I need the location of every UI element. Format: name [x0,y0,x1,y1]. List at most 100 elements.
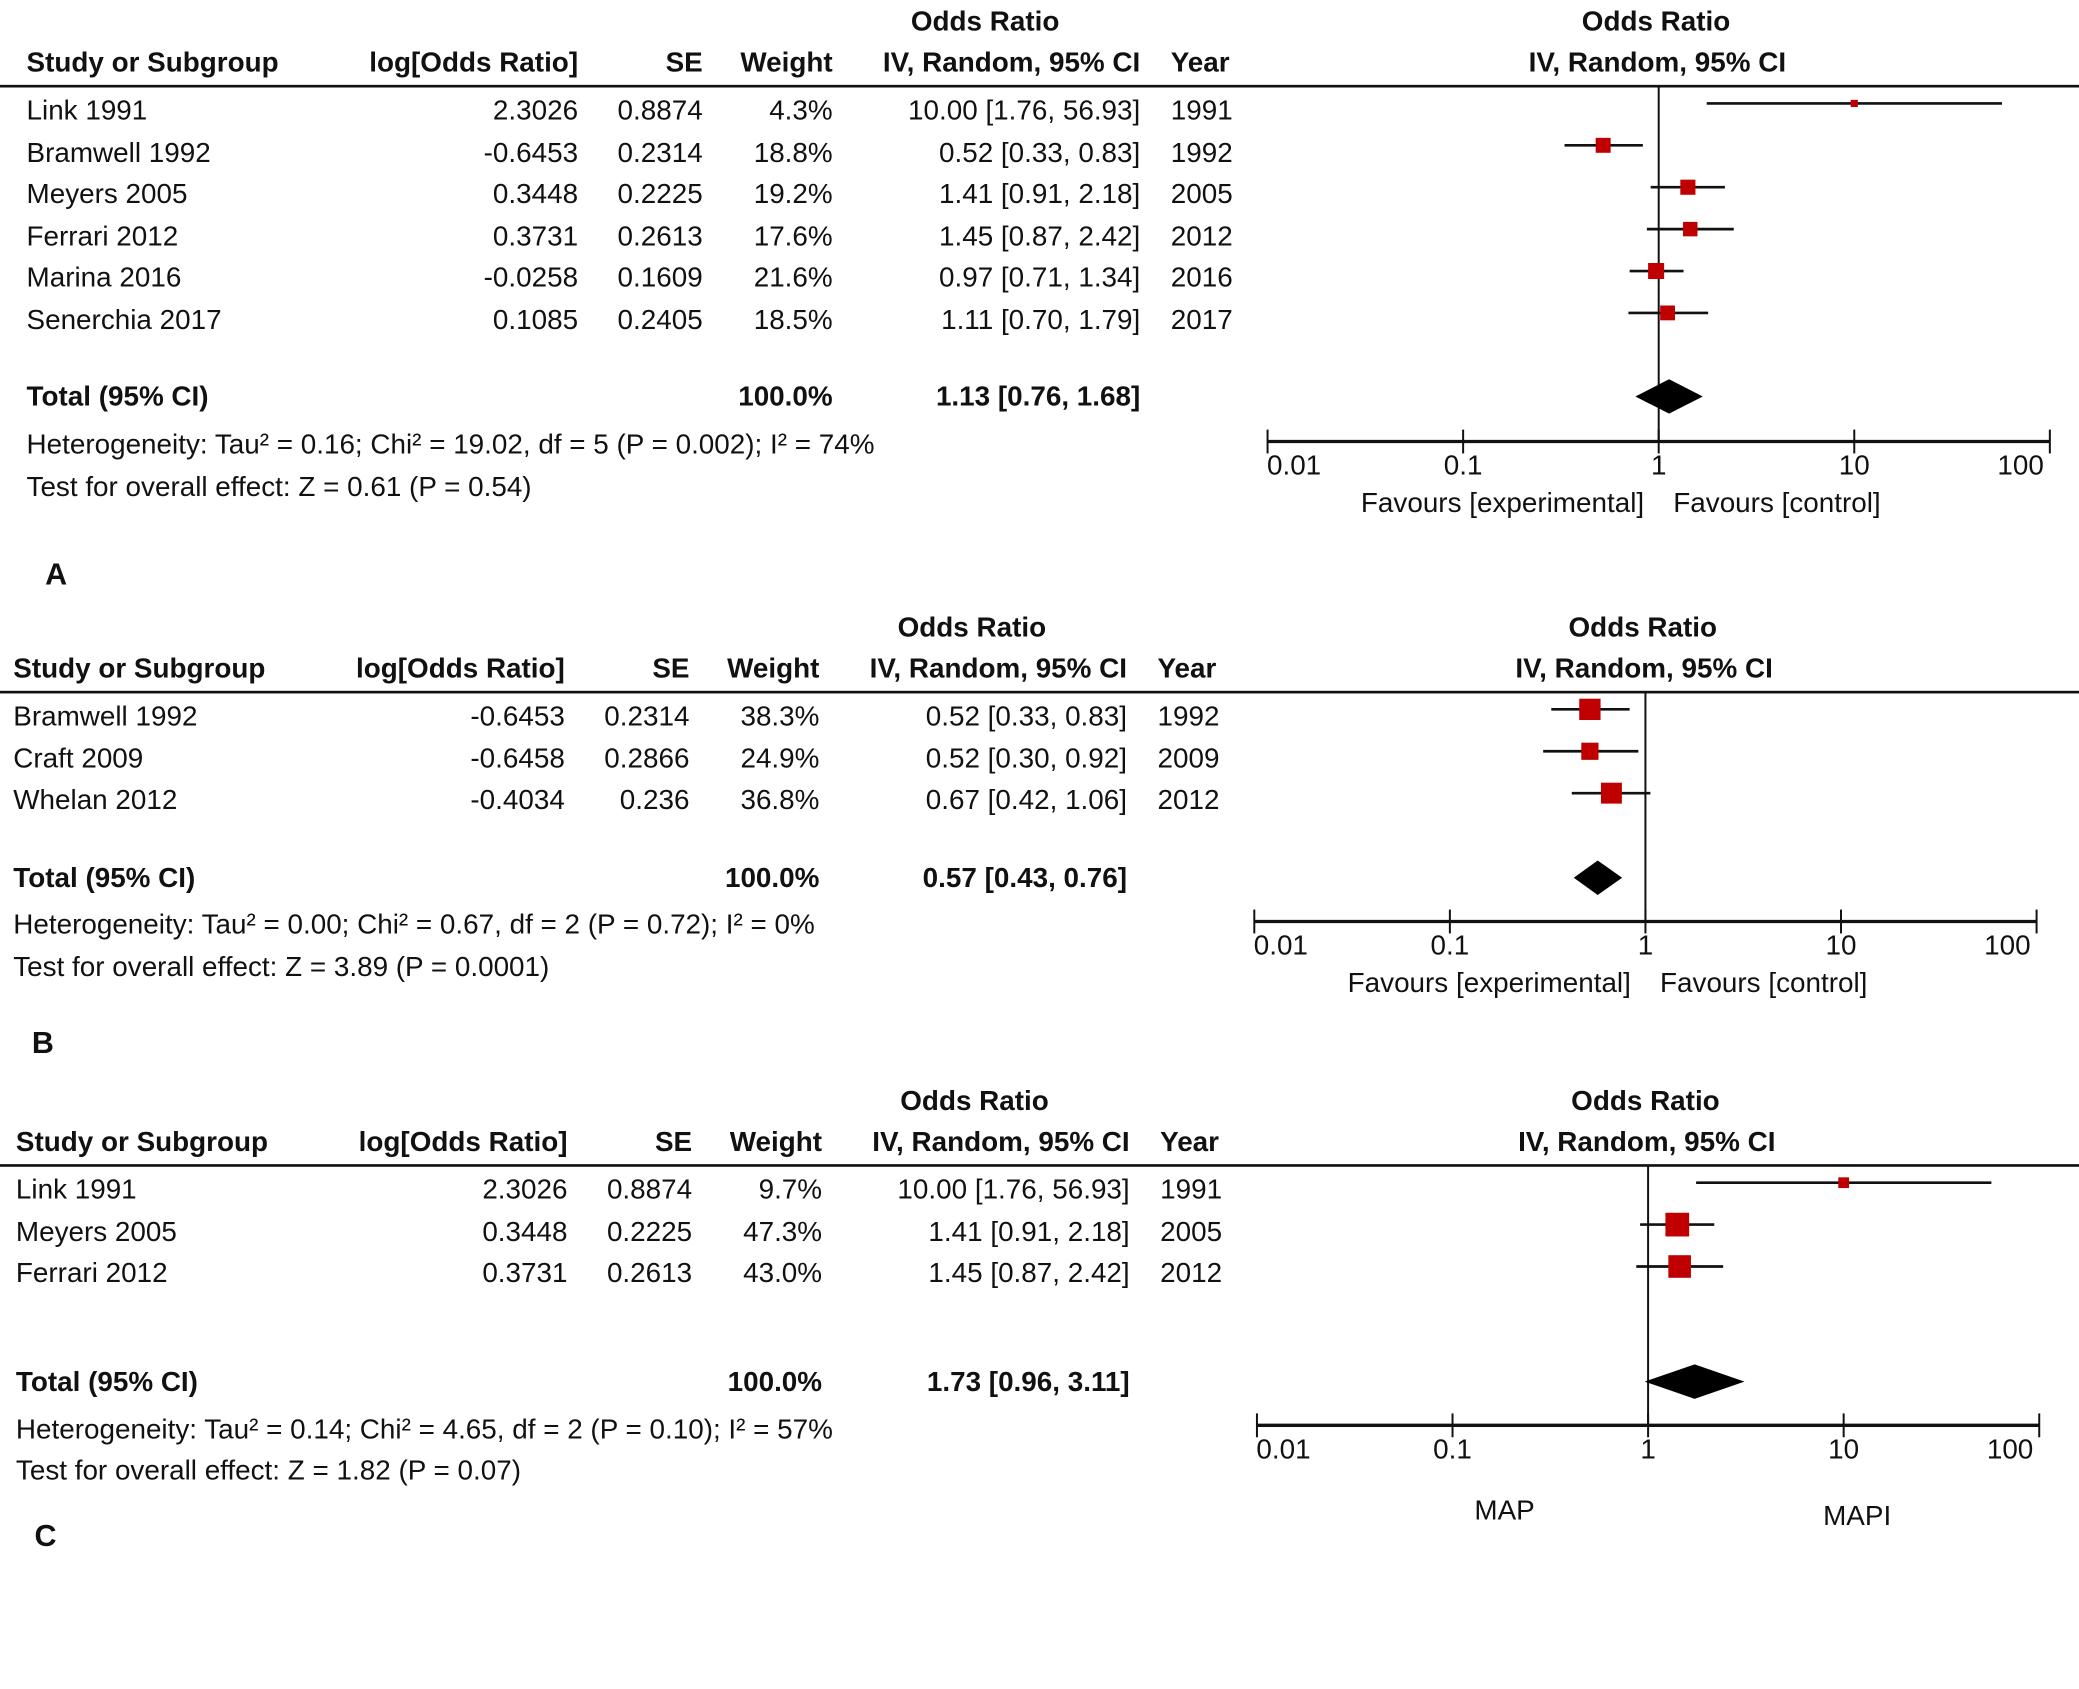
odds-ratio-ci: 0.97 [0.71, 1.34] [939,263,1141,294]
study-name: Craft 2009 [13,743,144,774]
x-tick-label: 1 [1640,1434,1656,1466]
log-odds-ratio: -0.4034 [470,785,565,816]
study-point-estimate [1648,263,1665,280]
pooled-estimate-diamond [1635,379,1703,414]
study-name: Ferrari 2012 [15,1258,168,1290]
x-tick-label: 1 [1650,450,1667,482]
plot-header-title: Odds Ratio [1581,6,1731,38]
study-point-estimate [1595,137,1611,153]
study-year: 2009 [1157,743,1220,774]
odds-ratio-ci: 1.41 [0.91, 2.18] [928,1216,1130,1248]
standard-error: 0.2314 [604,701,690,732]
plot-header-subtitle: IV, Random, 95% CI [1528,47,1787,79]
study-year: 1992 [1170,137,1233,168]
study-name: Link 1991 [15,1174,137,1206]
study-point-estimate [1600,782,1622,804]
odds-ratio-ci: 0.52 [0.30, 0.92] [925,743,1128,774]
total-weight: 100.0% [727,1367,823,1398]
odds-ratio-ci: 1.11 [0.70, 1.79] [941,304,1141,336]
pooled-estimate-diamond [1644,1364,1745,1399]
col-header-study: Study or Subgroup [15,1127,269,1158]
col-header-logor: log[Odds Ratio] [356,653,565,685]
col-header-logor: log[Odds Ratio] [369,47,579,79]
plot-header-title: Odds Ratio [1568,612,1718,644]
study-weight: 18.8% [753,137,833,168]
forest-panel-a: Odds Ratio Odds Ratio Study or Subgroup log… [0,0,2079,610]
x-tick-label: 0.01 [1256,1434,1311,1466]
study-year: 1992 [1157,701,1220,732]
odds-ratio-ci: 1.45 [0.87, 2.42] [928,1258,1130,1290]
heterogeneity-stats: Heterogeneity: Tau² = 0.00; Chi² = 0.67,… [13,909,815,941]
log-odds-ratio: 0.3448 [482,1216,568,1248]
odds-ratio-ci: 1.45 [0.87, 2.42] [939,221,1141,252]
study-name: Link 1991 [26,95,148,126]
study-name: Bramwell 1992 [13,701,198,732]
log-odds-ratio: -0.6458 [470,743,565,774]
study-name: Ferrari 2012 [26,221,179,252]
standard-error: 0.8874 [617,95,703,126]
log-odds-ratio: 0.3731 [492,221,579,252]
study-point-estimate [1683,221,1698,237]
odds-ratio-ci: 10.00 [1.76, 56.93] [897,1174,1130,1206]
standard-error: 0.2613 [617,221,703,252]
study-point-estimate [1680,179,1696,195]
study-point-estimate [1660,305,1675,321]
col-header-year: Year [1157,653,1217,685]
study-weight: 4.3% [769,95,833,126]
standard-error: 0.1609 [617,263,703,294]
study-year: 2005 [1160,1216,1223,1248]
standard-error: 0.2314 [617,137,703,168]
x-tick-label: 100 [1986,1434,2034,1466]
forest-plot-area [1255,1165,2041,1438]
log-odds-ratio: 0.1085 [492,304,579,336]
col-header-year: Year [1170,47,1230,79]
odds-ratio-ci: 1.41 [0.91, 2.18] [939,179,1141,210]
standard-error: 0.2405 [617,304,703,336]
study-weight: 36.8% [740,785,820,816]
group-header: Odds Ratio [910,6,1060,38]
heterogeneity-stats: Heterogeneity: Tau² = 0.14; Chi² = 4.65,… [15,1414,833,1446]
favours-right-label: Favours [control] [1660,967,1868,999]
study-point-estimate [1581,742,1599,760]
study-point-estimate [1838,1177,1850,1189]
x-tick-label: 0.01 [1253,930,1308,962]
study-year: 2012 [1157,785,1220,816]
total-ci: 1.13 [0.76, 1.68] [935,381,1141,413]
standard-error: 0.2613 [606,1258,693,1290]
study-name: Whelan 2012 [13,785,178,816]
log-odds-ratio: 0.3448 [492,179,579,210]
header-divider [0,1164,2079,1167]
standard-error: 0.2866 [604,743,690,774]
favours-left-label: MAP [1474,1495,1535,1527]
study-weight: 9.7% [758,1174,823,1206]
study-year: 1991 [1160,1174,1223,1206]
total-ci: 0.57 [0.43, 0.76] [922,863,1128,894]
log-odds-ratio: -0.6453 [483,137,579,168]
forest-plot-area [1253,692,2038,934]
study-point-estimate [1665,1212,1690,1237]
odds-ratio-ci: 0.67 [0.42, 1.06] [925,785,1128,816]
plot-header-title: Odds Ratio [1571,1085,1720,1117]
study-weight: 18.5% [753,304,833,336]
overall-effect-test: Test for overall effect: Z = 3.89 (P = 0… [13,951,550,983]
total-label: Total (95% CI) [26,381,209,413]
panel-label: A [45,556,68,592]
pooled-estimate-diamond [1573,860,1623,895]
plot-header-subtitle: IV, Random, 95% CI [1518,1127,1776,1158]
study-weight: 19.2% [753,179,833,210]
log-odds-ratio: 0.3731 [482,1258,568,1290]
favours-right-label: MAPI [1823,1500,1892,1532]
x-tick-label: 0.01 [1266,450,1322,482]
total-ci: 1.73 [0.96, 3.11] [926,1367,1130,1398]
study-year: 1991 [1170,95,1233,126]
x-tick-label: 0.1 [1443,450,1483,482]
standard-error: 0.8874 [606,1174,693,1206]
col-header-ci: IV, Random, 95% CI [882,47,1141,79]
favours-right-label: Favours [control] [1673,487,1881,519]
study-point-estimate [1668,1255,1691,1278]
study-year: 2017 [1170,304,1233,336]
favours-left-label: Favours [experimental] [1347,967,1631,999]
study-name: Meyers 2005 [26,179,188,210]
col-header-study: Study or Subgroup [26,47,279,79]
study-year: 2012 [1160,1258,1223,1290]
